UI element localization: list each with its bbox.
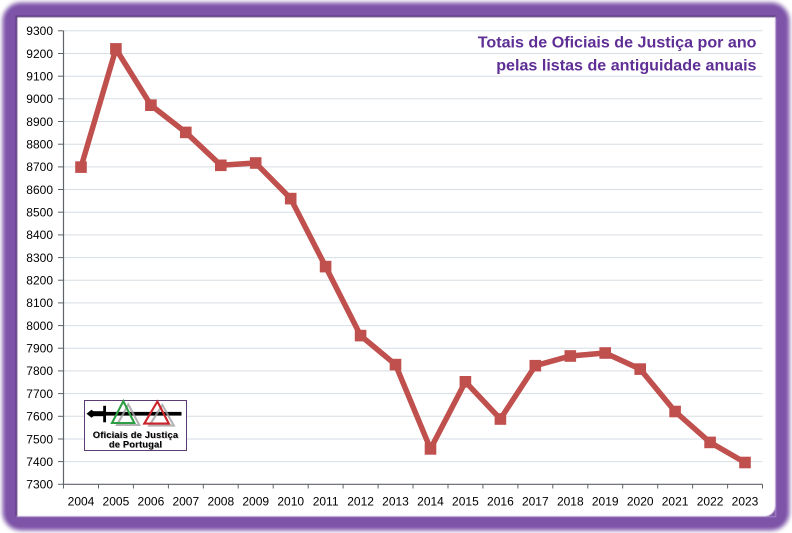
svg-text:2008: 2008 xyxy=(207,495,234,509)
svg-text:8100: 8100 xyxy=(26,296,53,310)
svg-text:7500: 7500 xyxy=(26,432,53,446)
svg-text:2011: 2011 xyxy=(313,495,339,509)
svg-text:2019: 2019 xyxy=(592,495,619,509)
svg-text:7700: 7700 xyxy=(26,387,53,401)
svg-text:2015: 2015 xyxy=(452,495,479,509)
svg-text:2006: 2006 xyxy=(138,495,165,509)
svg-text:8400: 8400 xyxy=(26,228,53,242)
svg-text:8900: 8900 xyxy=(26,115,53,129)
svg-text:2004: 2004 xyxy=(68,495,95,509)
svg-text:pelas listas de antiguidade an: pelas listas de antiguidade anuais xyxy=(496,57,756,75)
svg-text:7300: 7300 xyxy=(26,478,53,492)
svg-text:8000: 8000 xyxy=(26,319,53,333)
svg-text:Oficiais de Justiça: Oficiais de Justiça xyxy=(93,430,179,440)
svg-text:7800: 7800 xyxy=(26,364,53,378)
svg-text:9300: 9300 xyxy=(26,24,53,38)
svg-text:Oficiais de Justiça: Oficiais de Justiça xyxy=(94,431,180,441)
svg-text:8500: 8500 xyxy=(26,206,53,220)
svg-text:2020: 2020 xyxy=(627,495,654,509)
svg-text:2012: 2012 xyxy=(347,495,374,509)
svg-text:8800: 8800 xyxy=(26,138,53,152)
svg-text:2018: 2018 xyxy=(557,495,584,509)
svg-text:7400: 7400 xyxy=(26,455,53,469)
svg-text:7600: 7600 xyxy=(26,410,53,424)
svg-text:7900: 7900 xyxy=(26,342,53,356)
svg-text:8600: 8600 xyxy=(26,183,53,197)
svg-text:2013: 2013 xyxy=(382,495,409,509)
svg-text:Totais de Oficiais de Justiça: Totais de Oficiais de Justiça por ano xyxy=(478,34,757,52)
svg-text:8300: 8300 xyxy=(26,251,53,265)
svg-text:9100: 9100 xyxy=(26,70,53,84)
svg-text:2007: 2007 xyxy=(172,495,199,509)
svg-text:2010: 2010 xyxy=(277,495,304,509)
svg-text:2022: 2022 xyxy=(697,495,724,509)
svg-text:2023: 2023 xyxy=(732,495,759,509)
svg-text:2016: 2016 xyxy=(487,495,514,509)
svg-text:2021: 2021 xyxy=(662,495,689,509)
svg-text:de Portugal: de Portugal xyxy=(110,440,163,450)
svg-text:2014: 2014 xyxy=(417,495,444,509)
svg-text:8700: 8700 xyxy=(26,160,53,174)
svg-text:8200: 8200 xyxy=(26,274,53,288)
svg-text:9000: 9000 xyxy=(26,92,53,106)
svg-text:de Portugal: de Portugal xyxy=(109,440,162,450)
svg-text:2017: 2017 xyxy=(522,495,549,509)
svg-text:9200: 9200 xyxy=(26,47,53,61)
svg-text:2009: 2009 xyxy=(242,495,269,509)
svg-text:2005: 2005 xyxy=(103,495,130,509)
